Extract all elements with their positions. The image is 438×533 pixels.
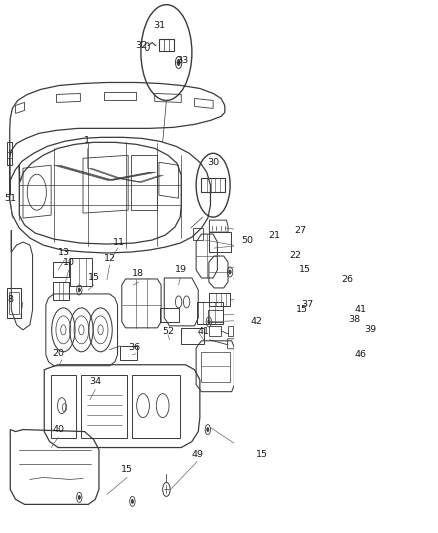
Text: 46: 46: [354, 350, 366, 359]
Text: 15: 15: [296, 305, 307, 314]
Text: 11: 11: [112, 238, 124, 247]
Text: 21: 21: [268, 231, 279, 239]
Text: 26: 26: [340, 276, 352, 285]
Text: 41: 41: [197, 327, 209, 336]
Text: 22: 22: [289, 251, 301, 260]
Text: 12: 12: [103, 254, 115, 263]
Text: 15: 15: [88, 273, 99, 282]
Text: 52: 52: [162, 327, 173, 336]
Text: 41: 41: [354, 305, 366, 314]
Text: 37: 37: [301, 301, 313, 309]
Text: 33: 33: [176, 56, 188, 65]
Circle shape: [229, 270, 231, 274]
Circle shape: [78, 288, 80, 292]
Text: 51: 51: [4, 193, 16, 203]
Text: 34: 34: [89, 377, 101, 386]
Text: 15: 15: [298, 265, 310, 274]
Text: 39: 39: [363, 325, 375, 334]
Text: 1: 1: [84, 136, 89, 145]
Circle shape: [177, 60, 180, 66]
Text: 42: 42: [250, 317, 262, 326]
Text: 13: 13: [58, 247, 71, 256]
Text: 50: 50: [241, 236, 253, 245]
Text: 32: 32: [135, 41, 147, 50]
Circle shape: [131, 499, 133, 503]
Text: 15: 15: [255, 450, 267, 459]
Text: 38: 38: [347, 316, 359, 325]
Text: 31: 31: [152, 21, 165, 30]
Text: 49: 49: [191, 450, 203, 459]
Text: 40: 40: [52, 425, 64, 434]
Circle shape: [206, 427, 208, 432]
Text: 19: 19: [175, 265, 187, 274]
Text: 18: 18: [131, 270, 143, 278]
Text: 27: 27: [294, 225, 306, 235]
Text: 20: 20: [52, 349, 64, 358]
Circle shape: [78, 495, 80, 499]
Text: 10: 10: [63, 257, 74, 266]
Text: 30: 30: [207, 158, 219, 167]
Circle shape: [207, 320, 209, 324]
Text: 36: 36: [128, 343, 140, 352]
Text: 8: 8: [7, 295, 13, 304]
Text: 15: 15: [121, 465, 133, 474]
